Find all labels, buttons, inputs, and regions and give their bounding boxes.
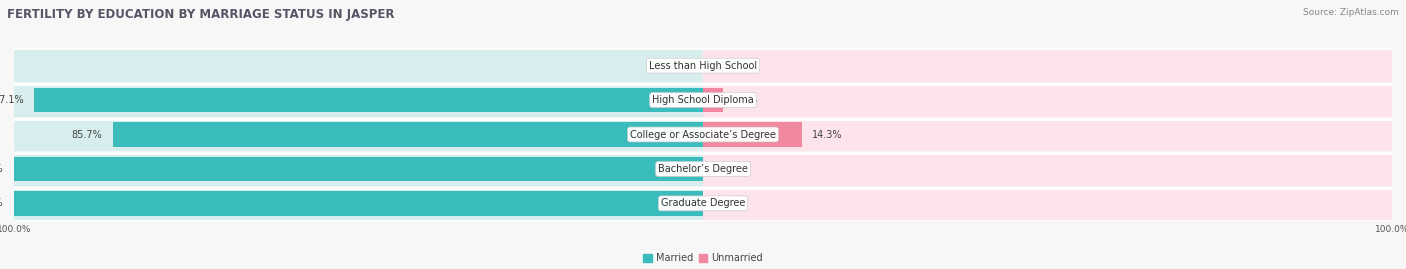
Bar: [14, 50, 703, 82]
Bar: [703, 122, 801, 147]
Bar: [14, 84, 703, 116]
Bar: [703, 153, 1392, 185]
Text: Graduate Degree: Graduate Degree: [661, 198, 745, 208]
Bar: [14, 119, 703, 150]
Bar: [14, 187, 703, 219]
Text: 0.0%: 0.0%: [668, 61, 693, 71]
Bar: [14, 157, 703, 181]
Bar: [112, 122, 703, 147]
Bar: [703, 50, 1392, 82]
Text: 0.0%: 0.0%: [713, 198, 738, 208]
Text: Bachelor’s Degree: Bachelor’s Degree: [658, 164, 748, 174]
Text: 97.1%: 97.1%: [0, 95, 24, 105]
Text: FERTILITY BY EDUCATION BY MARRIAGE STATUS IN JASPER: FERTILITY BY EDUCATION BY MARRIAGE STATU…: [7, 8, 395, 21]
Bar: [703, 88, 723, 112]
Text: High School Diploma: High School Diploma: [652, 95, 754, 105]
Text: 2.9%: 2.9%: [734, 95, 758, 105]
Text: Less than High School: Less than High School: [650, 61, 756, 71]
Text: 14.3%: 14.3%: [811, 129, 842, 140]
Bar: [14, 191, 703, 216]
Text: 100.0%: 100.0%: [0, 198, 4, 208]
Text: 100.0%: 100.0%: [0, 164, 4, 174]
Text: 85.7%: 85.7%: [72, 129, 103, 140]
Bar: [703, 119, 1392, 150]
Bar: [703, 187, 1392, 219]
Text: 0.0%: 0.0%: [713, 164, 738, 174]
Text: Source: ZipAtlas.com: Source: ZipAtlas.com: [1303, 8, 1399, 17]
Bar: [34, 88, 703, 112]
Legend: Married, Unmarried: Married, Unmarried: [640, 250, 766, 267]
Text: 0.0%: 0.0%: [713, 61, 738, 71]
Bar: [14, 153, 703, 185]
Bar: [703, 84, 1392, 116]
Text: College or Associate’s Degree: College or Associate’s Degree: [630, 129, 776, 140]
